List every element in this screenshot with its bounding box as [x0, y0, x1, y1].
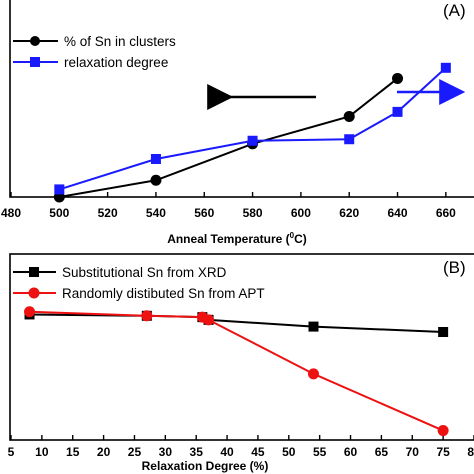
x-tick-label-a-6: 600	[291, 206, 311, 220]
x-tick-label-b-0: 5	[8, 445, 15, 459]
data-point-b-0-4	[308, 321, 319, 332]
x-tick-label-a-4: 560	[194, 206, 214, 220]
legend-label-sn-clusters: % of Sn in clusters	[64, 34, 176, 49]
panel-b-letter: (B)	[443, 258, 466, 277]
panel-b-x-ticks: 5 10 15 20 25 30 35 40 45 50 55 60 65 70 75 80	[8, 435, 474, 459]
x-tick-label-a-5: 580	[243, 206, 263, 220]
legend-label-relaxation: relaxation degree	[64, 55, 168, 70]
x-tick-label-b-14: 75	[436, 445, 450, 459]
series-line-b-0	[29, 313, 444, 333]
x-tick-label-b-15: 80	[467, 445, 474, 459]
data-point-a-0-1	[150, 174, 162, 186]
legend-marker-sn-clusters	[30, 36, 40, 46]
legend-label-xrd: Substitutional Sn from XRD	[62, 265, 227, 280]
x-tick-label-a-2: 520	[98, 206, 118, 220]
data-point-b-1-1	[141, 310, 153, 322]
panel-b-frame	[9, 253, 474, 441]
legend-marker-apt	[28, 287, 40, 299]
data-point-b-1-5	[437, 425, 449, 437]
x-tick-label-b-13: 70	[406, 445, 420, 459]
legend-label-apt: Randomly distibuted Sn from APT	[62, 286, 265, 301]
x-tick-label-a-0: 480	[1, 206, 21, 220]
data-point-a-1-0	[54, 184, 65, 195]
panel-a-letter: (A)	[443, 1, 466, 20]
x-tick-label-a-3: 540	[146, 206, 166, 220]
panel-a-x-axis-title: Anneal Temperature (0C)	[167, 231, 307, 246]
x-tick-label-b-2: 15	[66, 445, 80, 459]
panel-a-frame	[9, 0, 474, 198]
x-tick-label-a-9: 660	[436, 206, 456, 220]
data-point-a-1-3	[344, 134, 355, 145]
data-point-b-1-3	[203, 314, 215, 326]
data-point-a-0-3	[343, 110, 355, 122]
x-tick-label-a-8: 640	[388, 206, 408, 220]
x-tick-label-b-11: 60	[344, 445, 358, 459]
x-tick-label-b-10: 55	[313, 445, 327, 459]
x-tick-label-b-9: 50	[282, 445, 296, 459]
panel-b-legend: Substitutional Sn from XRD Randomly dist…	[13, 265, 265, 301]
data-point-b-1-0	[24, 306, 36, 318]
data-point-b-0-5	[438, 327, 449, 337]
x-tick-label-a-1: 500	[49, 206, 69, 220]
series-line-a-1	[59, 67, 447, 191]
panel-b: (B) 5 10 15 20 25 30 35 40 45 50 55 60 65 70 75 80 Subs…	[8, 253, 474, 473]
data-point-b-1-4	[307, 368, 319, 380]
x-tick-label-b-3: 20	[97, 445, 111, 459]
panel-b-series	[24, 306, 449, 437]
panel-a-legend: % of Sn in clusters relaxation degree	[13, 34, 176, 70]
x-tick-label-b-6: 35	[190, 445, 204, 459]
panel-a: (A) 480 500 520 540 560 580 600 620 640 660 % of …	[1, 0, 474, 246]
legend-marker-xrd	[29, 267, 39, 277]
x-tick-label-b-4: 25	[128, 445, 142, 459]
data-point-a-1-4	[392, 106, 403, 117]
panel-b-x-axis-title: Relaxation Degree (%)	[142, 459, 269, 473]
data-point-a-1-1	[150, 154, 161, 164]
data-point-a-0-4	[392, 72, 404, 84]
x-tick-label-a-7: 620	[339, 206, 359, 220]
data-point-a-1-5	[440, 62, 451, 73]
panel-a-series	[53, 62, 451, 203]
data-point-a-1-2	[247, 135, 258, 146]
legend-marker-relaxation	[30, 57, 40, 67]
x-tick-label-b-7: 40	[220, 445, 234, 459]
x-tick-label-b-5: 30	[159, 445, 173, 459]
panel-a-x-ticks: 480 500 520 540 560 580 600 620 640 660	[1, 192, 456, 220]
x-tick-label-b-8: 45	[251, 445, 265, 459]
x-tick-label-b-12: 65	[375, 445, 389, 459]
x-tick-label-b-1: 10	[35, 445, 49, 459]
